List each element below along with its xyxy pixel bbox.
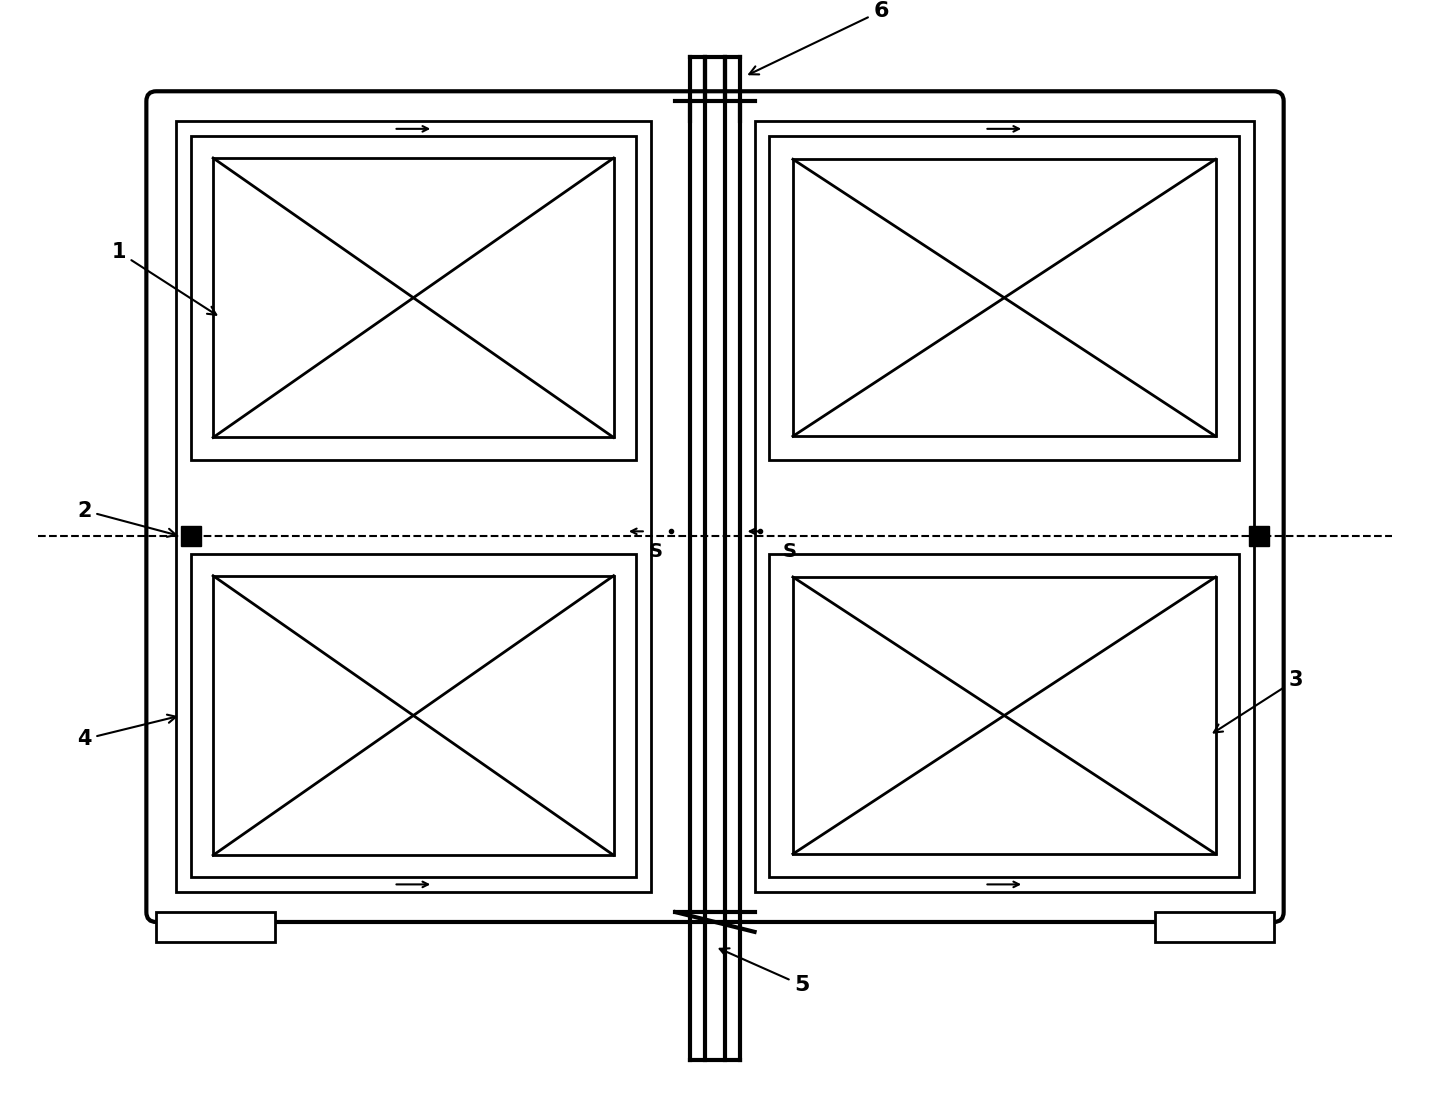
Bar bbox=[770, 553, 1239, 878]
FancyBboxPatch shape bbox=[146, 91, 1284, 922]
Bar bbox=[1249, 527, 1269, 547]
Bar bbox=[190, 135, 635, 460]
Bar bbox=[156, 912, 275, 942]
Text: 2: 2 bbox=[77, 500, 176, 537]
Bar bbox=[793, 578, 1216, 854]
Bar bbox=[793, 160, 1216, 437]
Bar bbox=[190, 553, 635, 878]
Bar bbox=[180, 527, 200, 547]
Bar bbox=[176, 121, 651, 892]
Bar bbox=[1155, 912, 1274, 942]
Bar bbox=[213, 575, 614, 855]
Text: S: S bbox=[648, 541, 663, 561]
Text: 4: 4 bbox=[77, 715, 176, 749]
Text: 5: 5 bbox=[720, 948, 810, 996]
Text: 1: 1 bbox=[112, 242, 216, 315]
Bar bbox=[770, 135, 1239, 460]
Text: 6: 6 bbox=[750, 1, 889, 75]
Bar bbox=[754, 121, 1254, 892]
Text: 3: 3 bbox=[1213, 670, 1304, 733]
Text: S: S bbox=[783, 541, 796, 561]
Bar bbox=[213, 158, 614, 438]
